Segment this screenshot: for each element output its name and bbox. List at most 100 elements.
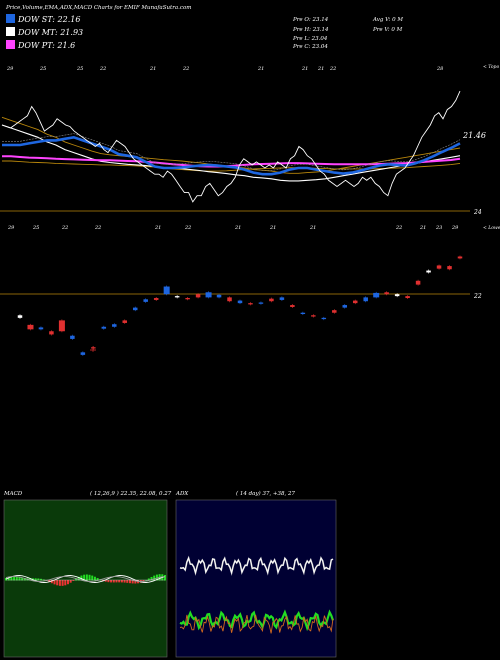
macd-label: MACD: [3, 491, 23, 497]
candle-body: [143, 299, 148, 302]
level-label-top: 24: [473, 209, 482, 216]
candle-body: [352, 300, 358, 304]
candle-body: [290, 305, 295, 307]
candle-body: [415, 280, 421, 285]
candle-body: [101, 326, 107, 329]
date-tick-bottom: 22: [61, 225, 68, 231]
candle-body: [112, 324, 117, 327]
macd-histogram-bar: [53, 580, 56, 585]
date-tick-bottom: 23: [435, 225, 442, 231]
date-tick-top: 29: [6, 66, 14, 72]
date-tick-bottom: 22: [184, 225, 191, 231]
candle-body: [49, 331, 54, 335]
price-ema-panel: 24 21.46 < Topo 29 25 25 22 21 22 21 21 21 22 28 29 25 2…: [0, 64, 499, 231]
candle-body: [447, 266, 452, 270]
price-line: [1, 90, 461, 203]
macd-histogram-bar: [128, 580, 131, 584]
macd-histogram-bar: [110, 580, 113, 583]
candle-body: [91, 347, 96, 349]
candle-body: [342, 305, 348, 308]
candle-body: [363, 297, 368, 302]
date-tick-bottom: 21: [309, 225, 316, 231]
macd-panel: [5, 574, 166, 586]
candle-body: [311, 315, 316, 317]
date-tick-bottom: 29: [7, 225, 15, 231]
last-price-label: 21.46: [462, 131, 486, 140]
macd-histogram-bar: [153, 575, 156, 581]
prev-volume: Pre V: 0 M: [372, 27, 403, 33]
macd-histogram-bar: [64, 580, 67, 586]
macd-histogram-bar: [120, 580, 123, 583]
macd-histogram-bar: [115, 580, 118, 583]
adx-label: ADX: [175, 491, 189, 497]
candle-body: [17, 315, 23, 318]
legend-mt: DOW MT: 21.93: [17, 28, 83, 37]
macd-histogram-bar: [40, 578, 43, 581]
macd-histogram-bar: [123, 580, 126, 583]
macd-histogram-bar: [29, 578, 32, 581]
candle-body: [373, 292, 380, 298]
candle-body: [132, 307, 138, 311]
legend-swatch-pt: [6, 40, 15, 49]
macd-histogram-bar: [83, 574, 86, 581]
candle-body: [153, 298, 159, 300]
candle-body: [426, 270, 431, 273]
candle-body: [300, 312, 306, 314]
macd-histogram-bar: [72, 580, 75, 581]
date-tick-top: 28: [436, 66, 443, 72]
ema-st-line: [2, 135, 461, 176]
date-tick-bottom: 29: [451, 225, 459, 231]
legend-pt: DOW PT: 21.6: [17, 41, 75, 50]
macd-histogram-bar: [37, 578, 40, 581]
candle-body: [269, 298, 274, 302]
macd-histogram-bar: [131, 580, 134, 584]
macd-histogram-bar: [91, 575, 94, 581]
level-label-candles: 22: [473, 293, 482, 300]
adx-line: [179, 609, 335, 632]
candle-body: [332, 310, 337, 313]
adx-minus-di-line: [179, 614, 334, 634]
candle-body: [195, 294, 201, 298]
candle-body: [58, 320, 65, 332]
macd-histogram-bar: [142, 580, 145, 582]
candle-body: [248, 303, 253, 305]
candle-body: [27, 324, 34, 330]
date-tick-top: 22: [182, 66, 189, 72]
candles-panel: 22 < Lowes: [0, 225, 500, 356]
date-tick-bottom: 21: [269, 225, 276, 231]
date-tick-top: 22: [329, 66, 336, 72]
macd-histogram-bar: [104, 580, 107, 582]
macd-histogram-bar: [10, 576, 13, 581]
prev-close: Pre C: 23.04: [292, 44, 328, 50]
macd-histogram-bar: [66, 580, 69, 585]
macd-histogram-bar: [134, 580, 137, 584]
date-tick-top: 25: [76, 66, 83, 72]
date-tick-top: 21: [257, 66, 264, 72]
macd-histogram-bar: [13, 576, 16, 581]
candle-body: [70, 335, 75, 339]
topo-label: < Topo: [483, 64, 499, 70]
candle-body: [436, 265, 442, 269]
macd-histogram-bar: [126, 580, 129, 583]
date-tick-top: 21: [301, 66, 308, 72]
candle-body: [279, 297, 285, 300]
prev-high: Pre H: 23.14: [292, 27, 329, 33]
macd-histogram-bar: [15, 576, 18, 581]
date-tick-bottom: 21: [419, 225, 426, 231]
legend-st: DOW ST: 22.16: [17, 15, 80, 24]
macd-histogram-bar: [77, 576, 80, 581]
macd-histogram-bar: [164, 574, 166, 581]
macd-histogram-bar: [5, 578, 7, 581]
macd-histogram-bar: [85, 574, 88, 581]
macd-histogram-bar: [96, 578, 99, 581]
ema-st-shadow-line: [2, 133, 461, 171]
legend-swatch-mt: [6, 27, 15, 36]
macd-params: ( 12,26,9 ) 22.35, 22.08, 0.27: [90, 490, 172, 497]
macd-histogram-bar: [21, 577, 24, 581]
macd-histogram-bar: [48, 580, 51, 582]
candle-body: [384, 292, 389, 295]
macd-histogram-bar: [50, 580, 53, 584]
candle-body: [258, 302, 264, 304]
macd-histogram-bar: [147, 578, 150, 581]
